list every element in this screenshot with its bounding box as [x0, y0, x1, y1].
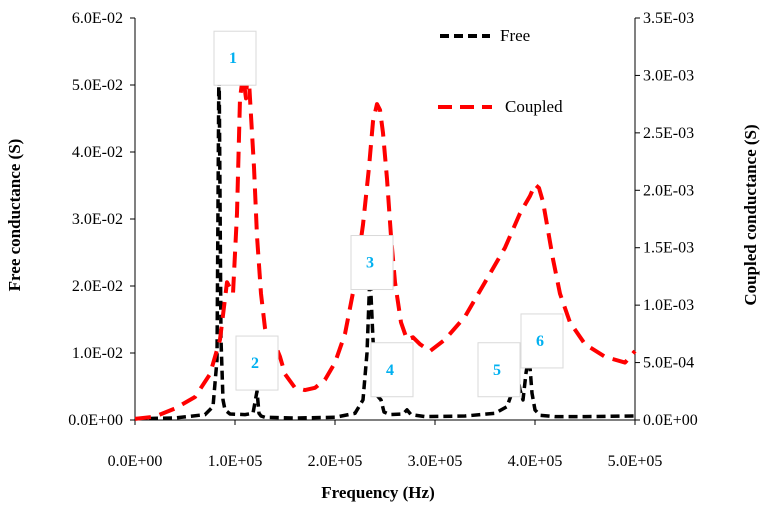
left-y-tick-label: 3.0E-02 — [72, 211, 123, 228]
right-y-tick-label: 3.5E-03 — [643, 10, 694, 27]
legend-label-free: Free — [500, 26, 530, 45]
peak-annotation-label: 2 — [251, 355, 259, 372]
peak-annotation-box — [213, 30, 257, 86]
right-y-axis-title: Coupled conductance (S) — [741, 124, 760, 305]
peak-annotation-label: 3 — [366, 255, 374, 272]
peak-annotation-label: 4 — [386, 362, 394, 379]
right-y-tick-label: 3.0E-03 — [643, 67, 694, 84]
left-y-tick-label: 2.0E-02 — [72, 278, 123, 295]
left-y-axis-title: Free conductance (S) — [5, 139, 24, 292]
x-axis-title: Frequency (Hz) — [321, 483, 434, 502]
left-y-tick-label: 4.0E-02 — [72, 144, 123, 161]
right-y-tick-label: 0.0E+00 — [643, 412, 698, 429]
peak-annotation-box — [235, 335, 279, 391]
left-y-tick-label: 5.0E-02 — [72, 77, 123, 94]
legend: Free Coupled — [438, 26, 563, 116]
x-tick-label: 3.0E+05 — [408, 453, 463, 470]
legend-label-coupled: Coupled — [505, 97, 563, 116]
right-y-tick-label: 2.0E-03 — [643, 182, 694, 199]
peak-annotation-box — [477, 342, 521, 398]
peak-annotation-label: 5 — [493, 362, 501, 379]
left-y-tick-label: 1.0E-02 — [72, 345, 123, 362]
peak-annotation-label: 6 — [536, 333, 544, 350]
peak-annotation-box — [370, 342, 414, 398]
right-y-tick-label: 5.0E-04 — [643, 355, 694, 372]
right-y-tick-label: 2.5E-03 — [643, 125, 694, 142]
x-tick-label: 5.0E+05 — [608, 453, 663, 470]
x-tick-label: 1.0E+05 — [208, 453, 263, 470]
x-tick-label: 2.0E+05 — [308, 453, 363, 470]
series-line-coupled — [134, 61, 637, 421]
peak-annotation-box — [520, 313, 564, 369]
peak-annotation-box — [350, 235, 394, 291]
left-y-tick-label: 6.0E-02 — [72, 10, 123, 27]
peak-annotation-label: 1 — [229, 50, 237, 67]
right-y-tick-label: 1.5E-03 — [643, 240, 694, 257]
x-tick-label: 0.0E+00 — [108, 453, 163, 470]
right-y-tick-label: 1.0E-03 — [643, 297, 694, 314]
left-y-tick-label: 0.0E+00 — [68, 412, 123, 429]
x-tick-label: 4.0E+05 — [508, 453, 563, 470]
